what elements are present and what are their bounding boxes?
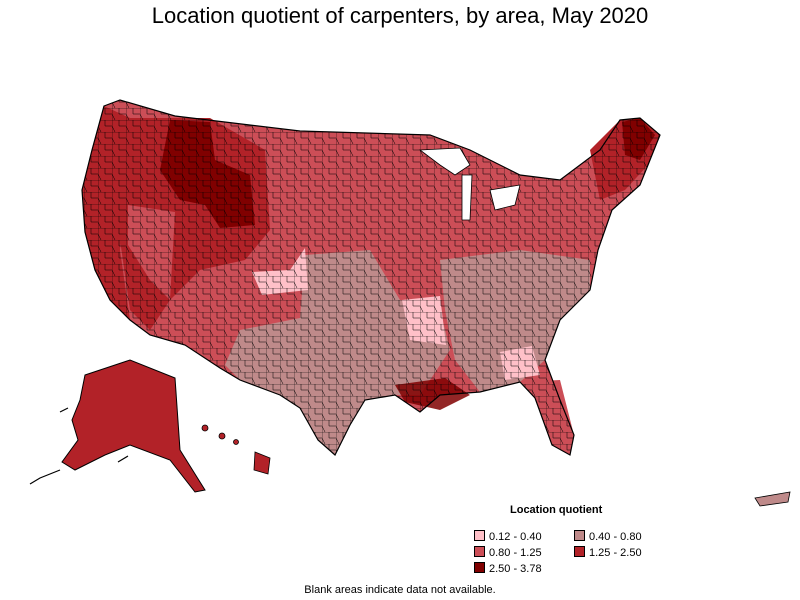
- great-lakes: [418, 147, 521, 221]
- legend-swatch-0: [474, 530, 485, 541]
- legend-item-1: 0.40 - 0.80: [574, 530, 642, 543]
- legend-item-0: 0.12 - 0.40: [474, 530, 542, 543]
- legend-title: Location quotient: [510, 504, 603, 516]
- legend-label-3: 1.25 - 2.50: [589, 547, 642, 559]
- data-availability-note: Blank areas indicate data not available.: [304, 584, 496, 596]
- legend-swatch-2: [474, 546, 485, 557]
- legend: Location quotient 0.12 - 0.40 0.40 - 0.8…: [470, 504, 670, 576]
- legend-swatch-1: [574, 530, 585, 541]
- alaska-region: [61, 359, 206, 493]
- legend-label-4: 2.50 - 3.78: [489, 563, 542, 575]
- legend-label-1: 0.40 - 0.80: [589, 531, 642, 543]
- legend-label-0: 0.12 - 0.40: [489, 531, 542, 543]
- legend-item-4: 2.50 - 3.78: [474, 562, 542, 575]
- legend-swatch-3: [574, 546, 585, 557]
- legend-label-2: 0.80 - 1.25: [489, 547, 542, 559]
- legend-item-2: 0.80 - 1.25: [474, 546, 542, 559]
- legend-item-3: 1.25 - 2.50: [574, 546, 642, 559]
- map-title: Location quotient of carpenters, by area…: [151, 3, 649, 28]
- alaska-islands: [29, 407, 129, 485]
- puerto-rico-region: [754, 491, 791, 507]
- legend-swatch-4: [474, 562, 485, 573]
- hawaii-region: [201, 424, 271, 475]
